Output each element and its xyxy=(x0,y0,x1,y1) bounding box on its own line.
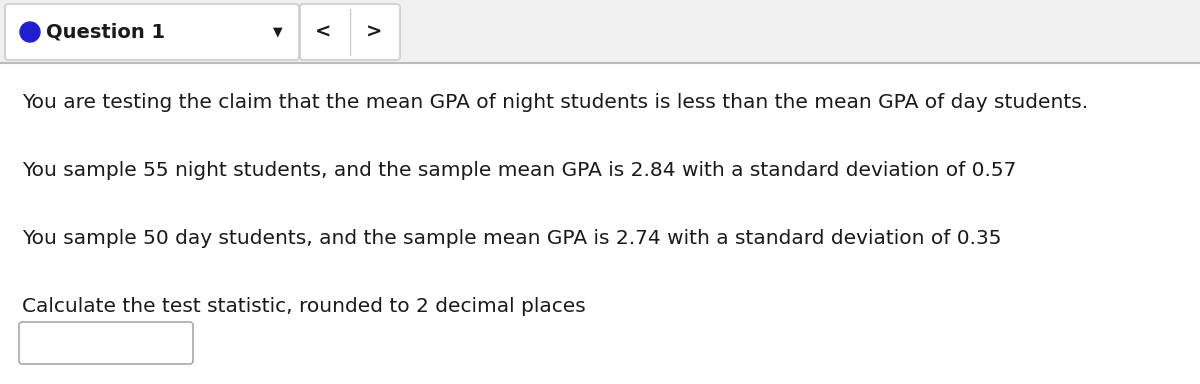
Text: Question 1: Question 1 xyxy=(46,23,166,41)
FancyBboxPatch shape xyxy=(19,322,193,364)
Text: You sample 55 night students, and the sample mean GPA is 2.84 with a standard de: You sample 55 night students, and the sa… xyxy=(22,161,1016,180)
Text: <: < xyxy=(314,23,331,41)
Text: You sample 50 day students, and the sample mean GPA is 2.74 with a standard devi: You sample 50 day students, and the samp… xyxy=(22,229,1002,248)
FancyBboxPatch shape xyxy=(5,4,299,60)
Text: >: > xyxy=(366,23,382,41)
Text: You are testing the claim that the mean GPA of night students is less than the m: You are testing the claim that the mean … xyxy=(22,93,1088,112)
Text: Calculate the test statistic, rounded to 2 decimal places: Calculate the test statistic, rounded to… xyxy=(22,297,586,316)
FancyBboxPatch shape xyxy=(300,4,400,60)
Bar xyxy=(0,0,1200,62)
Circle shape xyxy=(20,22,40,42)
Text: ▼: ▼ xyxy=(274,25,283,38)
